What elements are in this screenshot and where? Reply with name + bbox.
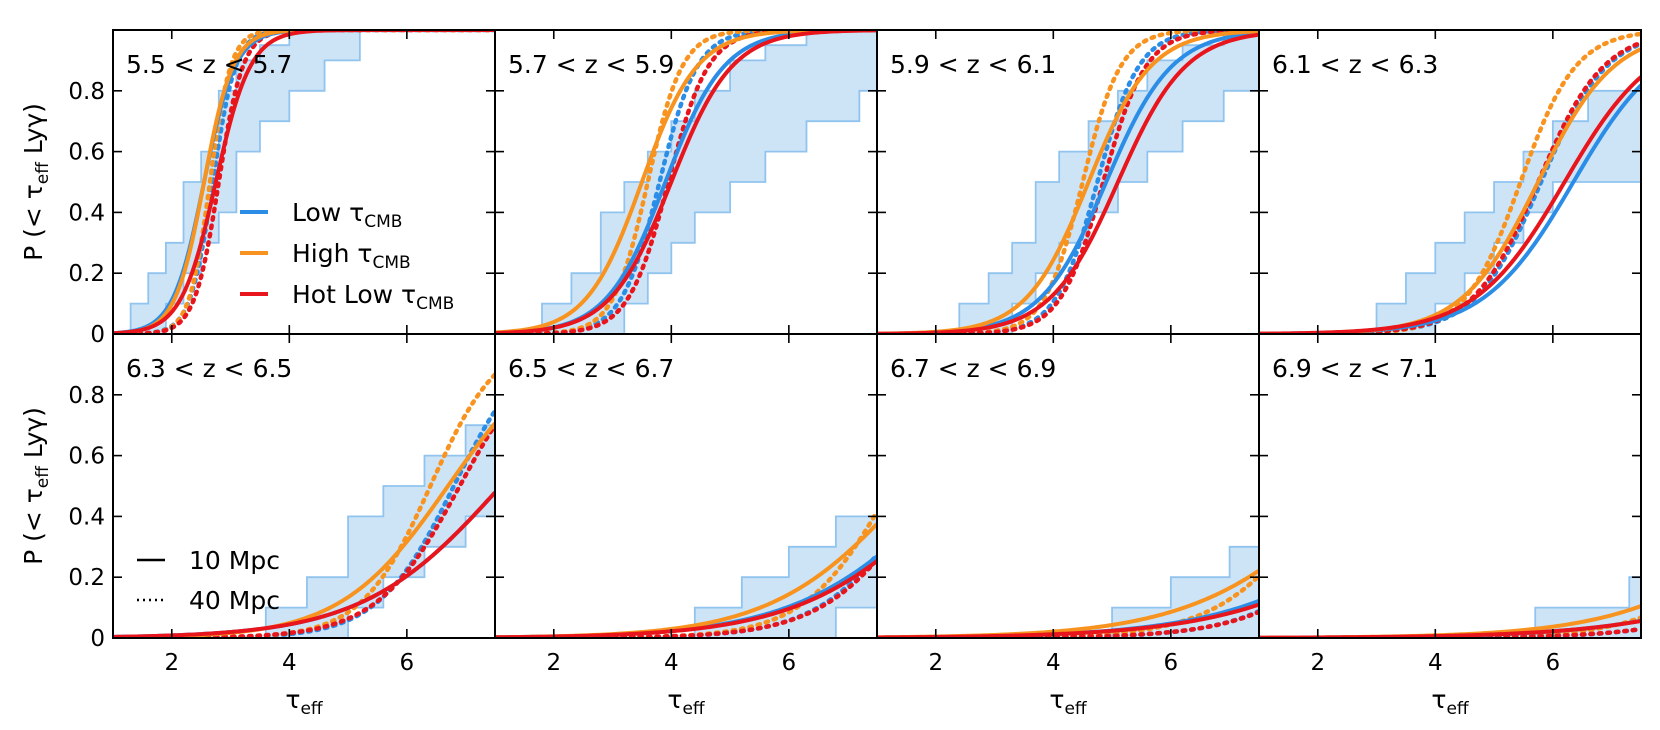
y-tick-label: 0.6 xyxy=(68,444,105,470)
panel-3: 5.9 < z < 6.1 xyxy=(876,29,1260,335)
observed-range-band xyxy=(693,485,877,638)
x-axis-label: τeff xyxy=(285,685,324,719)
panel-redshift-label: 6.1 < z < 6.3 xyxy=(1272,50,1438,79)
y-tick-label: 0 xyxy=(90,322,105,348)
panel-5: 0 0.2 0.4 0.6 0.8 P (< τeff Lyγ) 2 4 6 τeff 6.3 < … xyxy=(19,333,496,719)
panel-7: 2 4 6 τeff 6.7 < z < 6.9 xyxy=(876,333,1260,719)
y-tick-label: 0.2 xyxy=(68,565,105,591)
panel-redshift-label: 6.3 < z < 6.5 xyxy=(126,354,292,383)
legend-label-low: Low τCMB xyxy=(292,198,402,232)
y-axis-label: P (< τeff Lyγ) xyxy=(19,407,53,565)
legend-label-hot: Hot Low τCMB xyxy=(292,280,454,314)
curve-hot-10mpc xyxy=(113,30,495,334)
y-tick-label: 0.8 xyxy=(68,79,105,105)
x-tick-label: 2 xyxy=(1310,650,1325,676)
x-axis-label: τeff xyxy=(667,685,706,719)
observed-range-band xyxy=(1111,545,1259,638)
y-tick-label: 0.8 xyxy=(68,383,105,409)
panel-redshift-label: 5.9 < z < 6.1 xyxy=(890,50,1056,79)
y-axis-label: P (< τeff Lyγ) xyxy=(19,103,53,261)
curve-hot-10mpc xyxy=(877,602,1259,638)
legend-label-dotted: 40 Mpc xyxy=(189,586,280,615)
x-tick-label: 4 xyxy=(1428,650,1443,676)
panel-redshift-label: 5.7 < z < 5.9 xyxy=(508,50,674,79)
legend-styles: 10 Mpc 40 Mpc xyxy=(137,546,280,615)
x-tick-label: 6 xyxy=(1164,650,1179,676)
panel-redshift-label: 5.5 < z < 5.7 xyxy=(126,50,292,79)
x-tick-label: 6 xyxy=(782,650,797,676)
panel-6: 2 4 6 τeff 6.5 < z < 6.7 xyxy=(494,333,878,719)
panel-frame xyxy=(1258,333,1642,639)
x-tick-label: 6 xyxy=(400,650,415,676)
panel-redshift-label: 6.9 < z < 7.1 xyxy=(1272,354,1438,383)
legend-label-solid: 10 Mpc xyxy=(189,546,280,575)
x-axis-label: τeff xyxy=(1431,685,1470,719)
observed-range-band xyxy=(1375,89,1641,334)
legend-label-high: High τCMB xyxy=(292,239,411,273)
x-tick-label: 2 xyxy=(164,650,179,676)
x-tick-label: 6 xyxy=(1546,650,1561,676)
x-tick-label: 4 xyxy=(282,650,297,676)
panel-redshift-label: 6.7 < z < 6.9 xyxy=(890,354,1056,383)
x-axis-label: τeff xyxy=(1049,685,1088,719)
curve-hot-10mpc xyxy=(877,32,1259,334)
y-tick-label: 0 xyxy=(90,626,105,652)
panel-redshift-label: 6.5 < z < 6.7 xyxy=(508,354,674,383)
curve-hot-10mpc xyxy=(495,559,877,638)
y-tick-label: 0.6 xyxy=(68,140,105,166)
x-tick-label: 2 xyxy=(928,650,943,676)
x-tick-label: 4 xyxy=(664,650,679,676)
y-tick-label: 0.2 xyxy=(68,261,105,287)
legend-models: Low τCMB High τCMB Hot Low τCMB xyxy=(240,198,454,314)
observed-range-band xyxy=(1534,576,1641,638)
curve-hot-10mpc xyxy=(495,30,877,334)
curve-hot-10mpc xyxy=(1259,75,1641,334)
y-tick-label: 0.4 xyxy=(68,504,105,530)
panel-8: 2 4 6 τeff 6.9 < z < 7.1 xyxy=(1258,333,1642,719)
x-tick-label: 2 xyxy=(546,650,561,676)
x-tick-label: 4 xyxy=(1046,650,1061,676)
curve-hot-10mpc xyxy=(113,491,495,638)
y-tick-label: 0.4 xyxy=(68,200,105,226)
panel-4: 6.1 < z < 6.3 xyxy=(1258,29,1642,335)
panel-2: 5.7 < z < 5.9 xyxy=(494,29,878,335)
